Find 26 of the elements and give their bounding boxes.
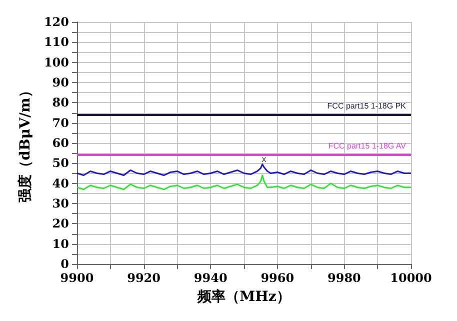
y-tick-label: 10 bbox=[52, 236, 69, 251]
x-tick-label: 9920 bbox=[127, 271, 161, 285]
y-axis-title: 强度（dBμV/m） bbox=[16, 84, 34, 202]
y-tick-label: 30 bbox=[52, 196, 69, 210]
y-tick-label: 20 bbox=[52, 216, 69, 231]
x-tick-label: 9960 bbox=[260, 271, 294, 285]
y-tick-label: 40 bbox=[52, 176, 69, 190]
line-series bbox=[76, 163, 412, 176]
x-tick-label: 9900 bbox=[60, 271, 94, 285]
x-axis-title: 频率（MHz） bbox=[196, 288, 290, 305]
x-tick-label: 9980 bbox=[327, 271, 361, 285]
x-tick-label: 9940 bbox=[194, 271, 228, 285]
y-tick-label: 0 bbox=[60, 257, 69, 271]
y-tick-label: 70 bbox=[52, 116, 69, 130]
y-tick-label: 80 bbox=[52, 96, 69, 110]
y-tick-label: 120 bbox=[44, 15, 69, 29]
y-tick-label: 60 bbox=[52, 136, 69, 150]
y-tick-label: 110 bbox=[44, 35, 69, 50]
y-tick-label: 100 bbox=[44, 55, 69, 70]
line-series bbox=[76, 174, 412, 190]
ref-line-label: FCC part15 1-18G AV bbox=[328, 142, 407, 151]
y-tick-label: 50 bbox=[52, 156, 69, 170]
y-tick-label: 90 bbox=[52, 76, 69, 90]
ref-line-label: FCC part15 1-18G PK bbox=[327, 101, 407, 110]
annotation: x bbox=[262, 154, 267, 164]
x-tick-label: 10000 bbox=[390, 271, 432, 285]
